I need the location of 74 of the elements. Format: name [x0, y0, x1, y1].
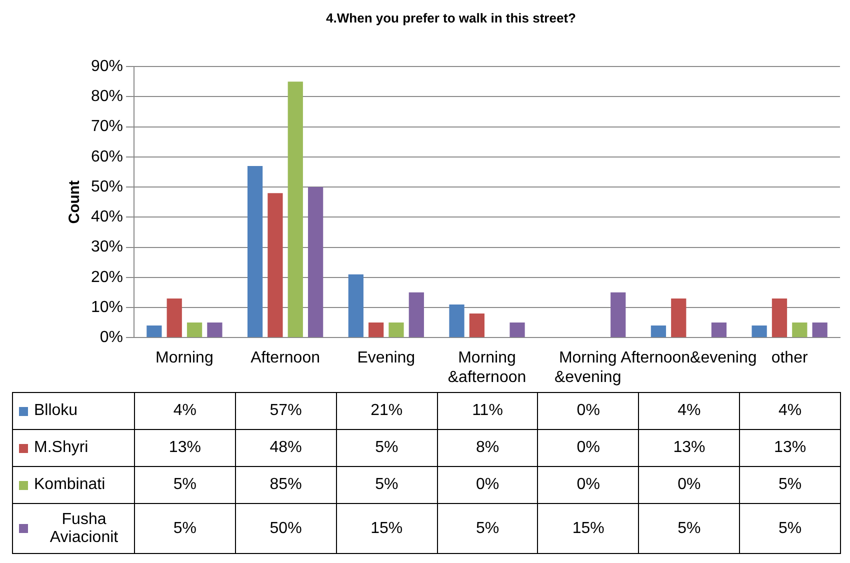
y-tick-label: 20% [90, 268, 124, 286]
data-label: 5% [436, 503, 538, 554]
y-tick-label: 70% [90, 118, 124, 136]
data-label: 21% [336, 392, 438, 430]
y-tick-label: 50% [90, 178, 124, 196]
y-tick-label: 60% [90, 148, 124, 166]
data-label: 13% [638, 429, 740, 467]
y-tick-label: 10% [90, 298, 124, 316]
x-tick-label: Afternoon&evening [620, 350, 757, 367]
data-label: 11% [436, 392, 538, 430]
data-label: 50% [234, 503, 337, 554]
data-label: 4% [638, 392, 740, 430]
data-label: 57% [234, 392, 337, 430]
data-label: 5% [134, 466, 236, 504]
y-tick-label: 90% [90, 58, 124, 76]
bar [166, 298, 182, 338]
bar [146, 326, 162, 338]
data-label: 5% [739, 503, 841, 554]
bar [772, 298, 788, 338]
x-tick-label: Afternoon [250, 350, 320, 367]
bar [268, 193, 283, 338]
data-label: 13% [739, 429, 841, 467]
data-label: 0% [537, 466, 640, 504]
bar [510, 322, 525, 338]
x-tick-label: Morning [156, 350, 214, 367]
data-label: 0% [537, 392, 640, 430]
data-label: 0% [436, 466, 538, 504]
legend-label: Blloku [34, 402, 78, 420]
bar [812, 322, 828, 338]
legend-label: Fusha Aviacionit [48, 510, 120, 546]
y-tick-label: 80% [90, 88, 124, 106]
data-label: 15% [537, 503, 640, 554]
data-label: 0% [537, 429, 640, 467]
y-tick-label: 30% [90, 238, 124, 256]
data-label: 8% [436, 429, 538, 467]
bar [348, 274, 364, 338]
data-label: 13% [134, 429, 236, 467]
data-label: 5% [638, 503, 740, 554]
bar [610, 292, 626, 338]
bar [711, 322, 727, 338]
bar [792, 322, 808, 338]
x-tick-label: Morning &afternoon [448, 350, 526, 386]
bar [308, 187, 324, 338]
bar [368, 322, 384, 338]
data-label: 0% [638, 466, 740, 504]
bar [752, 326, 767, 338]
data-label: 5% [336, 466, 438, 504]
data-label: 5% [739, 466, 841, 504]
data-label: 4% [739, 392, 841, 430]
data-label: 48% [234, 429, 337, 467]
legend-label: M.Shyri [34, 439, 88, 457]
bar [650, 326, 666, 338]
legend-label: Kombinati [34, 476, 106, 494]
data-label: 5% [336, 429, 438, 467]
bar [469, 314, 484, 338]
data-label: 85% [234, 466, 337, 504]
data-label: 15% [336, 503, 438, 554]
bar [388, 322, 404, 338]
x-tick-label: Evening [357, 350, 416, 367]
data-label: 5% [134, 503, 236, 554]
bar [449, 304, 464, 338]
x-tick-label: Morning &evening [554, 350, 622, 386]
y-axis-title: Count [66, 180, 84, 224]
bar [288, 82, 303, 338]
bar [207, 322, 222, 338]
bar [671, 298, 686, 338]
chart-title: 4.When you prefer to walk in this street? [326, 10, 576, 26]
y-tick-label: 40% [90, 208, 124, 226]
bar [408, 292, 424, 338]
data-label: 4% [134, 392, 236, 430]
x-tick-label: other [771, 350, 808, 367]
y-tick-label: 0% [100, 329, 124, 346]
bar [247, 166, 263, 338]
bar [186, 322, 202, 338]
